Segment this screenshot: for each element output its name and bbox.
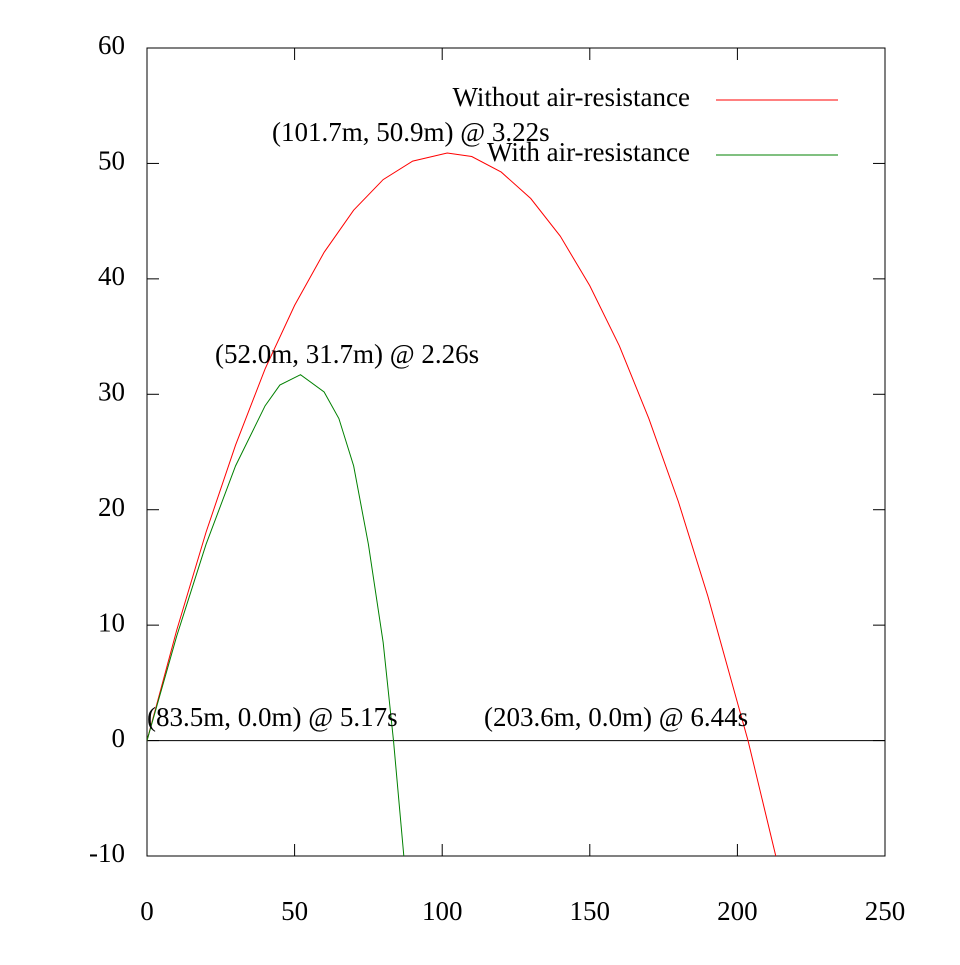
series-line	[147, 374, 405, 856]
series-line	[147, 152, 777, 856]
y-tick-label: 40	[98, 261, 125, 291]
y-tick-label: 60	[98, 30, 125, 60]
annotation: (83.5m, 0.0m) @ 5.17s	[147, 702, 398, 732]
x-tick-label: 250	[865, 896, 906, 926]
legend-label: With air-resistance	[487, 137, 690, 167]
plot-lines	[147, 152, 777, 856]
y-tick-label: -10	[89, 838, 125, 868]
y-tick-label: 20	[98, 492, 125, 522]
plot-frame	[146, 47, 886, 857]
annotation: (203.6m, 0.0m) @ 6.44s	[484, 702, 748, 732]
legend-label: Without air-resistance	[452, 82, 690, 112]
y-tick-label: 0	[112, 723, 126, 753]
x-tick-label: 0	[140, 896, 154, 926]
annotation: (101.7m, 50.9m) @ 3.22s	[272, 117, 550, 147]
y-tick-label: 10	[98, 607, 125, 637]
x-tick-label: 200	[717, 896, 758, 926]
x-tick-label: 50	[281, 896, 308, 926]
y-tick-label: 30	[98, 376, 125, 406]
x-tick-label: 100	[422, 896, 463, 926]
annotation: (52.0m, 31.7m) @ 2.26s	[215, 339, 479, 369]
x-tick-label: 150	[570, 896, 611, 926]
y-tick-label: 50	[98, 146, 125, 176]
